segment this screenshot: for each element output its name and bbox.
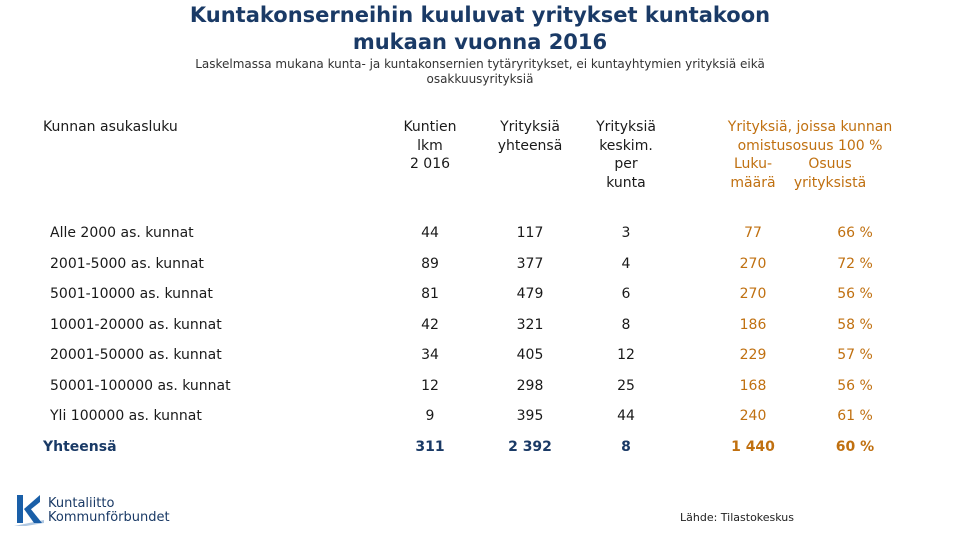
row-label: 20001-50000 as. kunnat: [50, 347, 222, 363]
companies-total: 479: [516, 286, 544, 302]
fully-owned-count: 168: [739, 378, 767, 394]
header-line: 2 016: [409, 156, 451, 172]
header-line: yhteensä: [497, 137, 563, 154]
companies-total: 395: [516, 408, 544, 424]
header-line: Osuus: [808, 156, 852, 172]
header-line: per: [614, 156, 638, 172]
kuntaliitto-logo: Kuntaliitto Kommunförbundet: [14, 492, 204, 528]
slide-title: Kuntakonserneihin kuuluvat yritykset kun…: [0, 2, 960, 56]
row-label: Alle 2000 as. kunnat: [50, 225, 194, 241]
fully-owned-count: 270: [739, 286, 767, 302]
total-fully-owned-count: 1 440: [731, 439, 775, 455]
fully-owned-share: 72 %: [837, 256, 873, 272]
header-line: omistusosuus 100 %: [737, 137, 883, 154]
table-row: 10001-20000 as. kunnat 42 321 8 186 58 %: [0, 314, 960, 336]
header-line: Yrityksiä: [596, 119, 656, 135]
fully-owned-share: 56 %: [837, 378, 873, 394]
total-companies: 2 392: [508, 439, 552, 455]
total-label: Yhteensä: [43, 439, 117, 455]
header-line: yrityksistä: [793, 174, 867, 191]
header-line: määrä: [730, 174, 776, 191]
header-line: Yrityksiä: [500, 119, 560, 135]
table-row: Alle 2000 as. kunnat 44 117 3 77 66 %: [0, 222, 960, 244]
logo-text-line-1: Kuntaliitto: [48, 496, 115, 511]
header-line: Luku-: [733, 156, 773, 172]
fully-owned-count: 270: [739, 256, 767, 272]
subtitle-line-1: Laskelmassa mukana kunta- ja kuntakonser…: [195, 57, 765, 71]
logo-text-line-2: Kommunförbundet: [48, 510, 170, 525]
table-row: Yli 100000 as. kunnat 9 395 44 240 61 %: [0, 405, 960, 427]
municipality-count: 42: [421, 317, 439, 333]
companies-avg: 12: [617, 347, 635, 363]
row-label: 50001-100000 as. kunnat: [50, 378, 231, 394]
fully-owned-share: 57 %: [837, 347, 873, 363]
header-population: Kunnan asukasluku: [43, 119, 178, 135]
table-row: 5001-10000 as. kunnat 81 479 6 270 56 %: [0, 283, 960, 305]
table-row: 50001-100000 as. kunnat 12 298 25 168 56…: [0, 375, 960, 397]
fully-owned-count: 77: [744, 225, 762, 241]
table-total-row: Yhteensä 311 2 392 8 1 440 60 %: [0, 436, 960, 458]
companies-avg: 3: [621, 225, 631, 241]
title-line-2: mukaan vuonna 2016: [352, 30, 608, 54]
header-line: kunta: [606, 174, 646, 191]
municipality-count: 44: [421, 225, 439, 241]
companies-total: 377: [516, 256, 544, 272]
header-companies-total: Yrityksiä yhteensä: [480, 118, 580, 155]
row-label: 2001-5000 as. kunnat: [50, 256, 204, 272]
header-line: lkm: [417, 137, 443, 154]
fully-owned-count: 229: [739, 347, 767, 363]
fully-owned-share: 61 %: [837, 408, 873, 424]
fully-owned-share: 66 %: [837, 225, 873, 241]
companies-total: 321: [516, 317, 544, 333]
row-label: Yli 100000 as. kunnat: [50, 408, 202, 424]
municipality-count: 34: [421, 347, 439, 363]
kuntaliitto-emblem-icon: [14, 495, 44, 526]
header-count: Luku- määrä: [713, 155, 793, 192]
subtitle-line-2: osakkuusyrityksiä: [426, 72, 534, 86]
companies-avg: 6: [621, 286, 631, 302]
fully-owned-count: 240: [739, 408, 767, 424]
municipality-count: 9: [425, 408, 435, 424]
municipality-count: 89: [421, 256, 439, 272]
slide-subtitle: Laskelmassa mukana kunta- ja kuntakonser…: [140, 57, 820, 87]
header-municipality-count: Kuntien lkm 2 016: [380, 118, 480, 174]
header-line: keskim.: [599, 137, 653, 154]
companies-avg: 25: [617, 378, 635, 394]
source-note: Lähde: Tilastokeskus: [680, 511, 795, 524]
companies-total: 117: [516, 225, 544, 241]
row-label: 5001-10000 as. kunnat: [50, 286, 213, 302]
title-line-1: Kuntakonserneihin kuuluvat yritykset kun…: [189, 3, 771, 27]
companies-avg: 4: [621, 256, 631, 272]
header-line: Kuntien: [403, 119, 457, 135]
table-row: 20001-50000 as. kunnat 34 405 12 229 57 …: [0, 344, 960, 366]
row-label: 10001-20000 as. kunnat: [50, 317, 222, 333]
header-share: Osuus yrityksistä: [780, 155, 880, 192]
header-fully-owned-group: Yrityksiä, joissa kunnan omistusosuus 10…: [690, 118, 930, 155]
total-fully-owned-share: 60 %: [835, 439, 875, 455]
municipality-count: 81: [421, 286, 439, 302]
fully-owned-share: 56 %: [837, 286, 873, 302]
total-municipality-count: 311: [415, 439, 445, 455]
companies-avg: 8: [621, 317, 631, 333]
companies-avg: 44: [617, 408, 635, 424]
header-line: Yrityksiä, joissa kunnan: [727, 119, 893, 135]
table-row: 2001-5000 as. kunnat 89 377 4 270 72 %: [0, 253, 960, 275]
header-companies-avg: Yrityksiä keskim. per kunta: [576, 118, 676, 192]
companies-total: 405: [516, 347, 544, 363]
total-companies-avg: 8: [621, 439, 631, 455]
fully-owned-share: 58 %: [837, 317, 873, 333]
fully-owned-count: 186: [739, 317, 767, 333]
municipality-count: 12: [421, 378, 439, 394]
companies-total: 298: [516, 378, 544, 394]
